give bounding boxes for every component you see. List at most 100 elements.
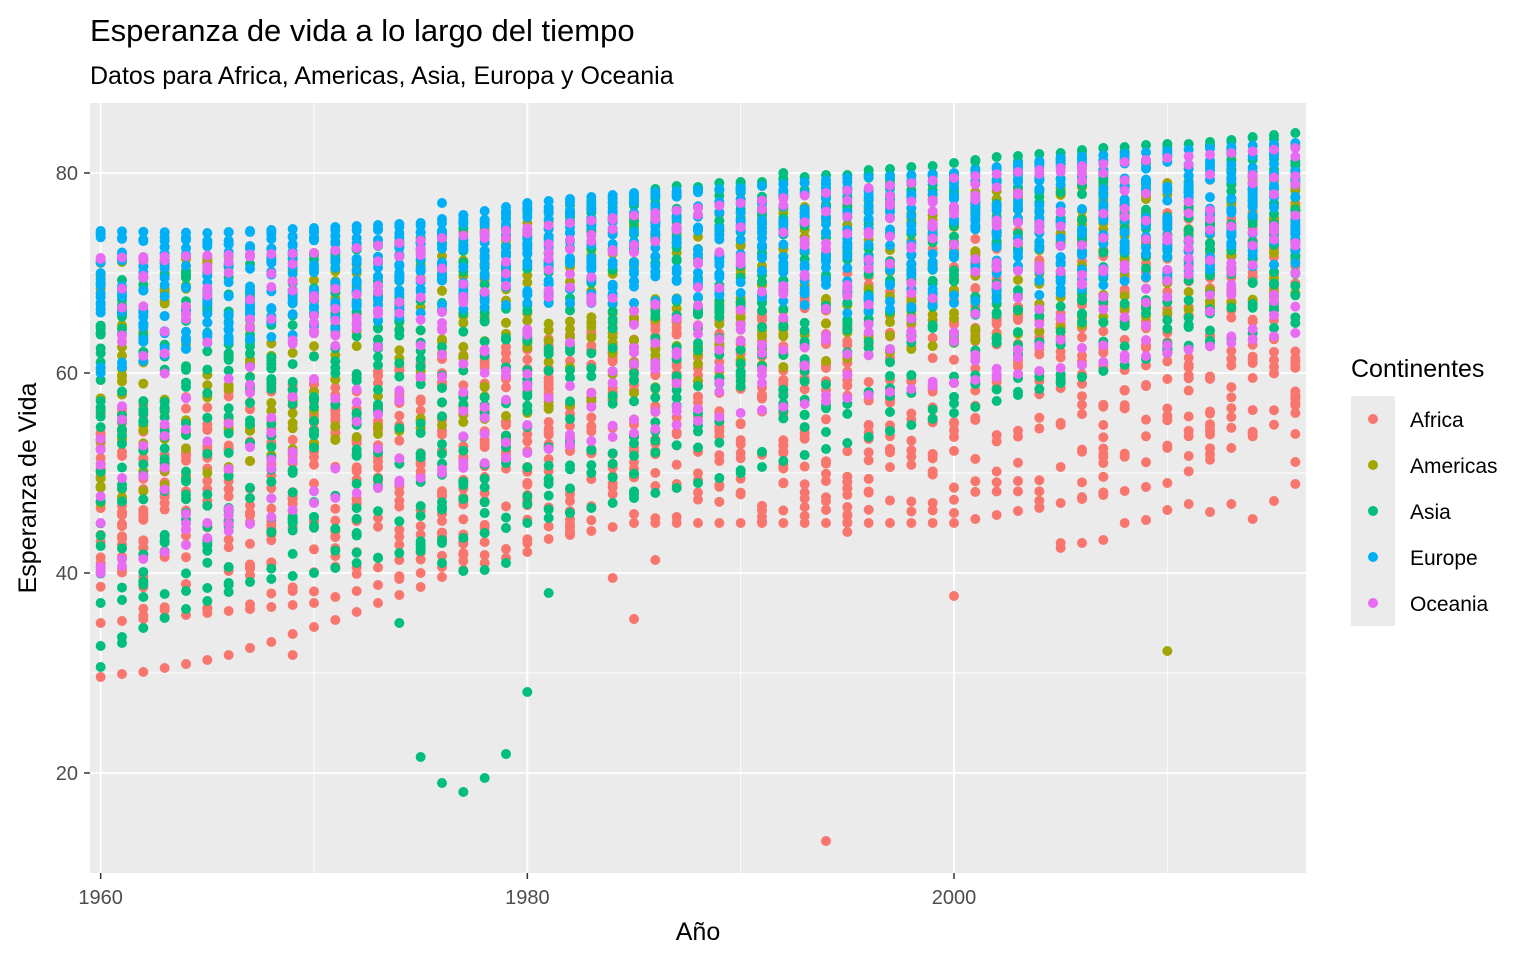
- data-point: [991, 257, 1002, 268]
- data-point: [693, 308, 703, 319]
- data-point: [138, 236, 149, 247]
- data-point: [735, 358, 746, 369]
- data-point: [330, 503, 341, 514]
- data-point: [885, 344, 895, 355]
- data-point: [159, 251, 170, 262]
- data-point: [287, 335, 298, 346]
- data-point: [394, 524, 405, 535]
- data-point: [287, 285, 298, 296]
- data-point: [586, 401, 597, 412]
- data-point: [863, 213, 874, 224]
- data-point: [1141, 482, 1151, 492]
- data-point: [991, 477, 1002, 488]
- data-point: [650, 267, 661, 278]
- data-point: [159, 348, 170, 359]
- data-point: [863, 194, 874, 205]
- data-point: [223, 373, 234, 384]
- data-point: [1226, 499, 1237, 509]
- data-point: [266, 249, 277, 259]
- data-point: [181, 604, 191, 614]
- data-point: [757, 339, 767, 350]
- data-point: [394, 358, 405, 369]
- data-point: [586, 340, 597, 351]
- data-point: [693, 185, 703, 195]
- data-point: [970, 363, 981, 374]
- data-point: [245, 442, 255, 453]
- data-point: [522, 547, 533, 557]
- data-point: [266, 463, 277, 474]
- data-point: [330, 303, 341, 314]
- data-point: [1141, 215, 1151, 226]
- data-point: [821, 476, 831, 487]
- data-point: [586, 317, 597, 328]
- data-point: [437, 429, 447, 440]
- data-point: [1247, 210, 1258, 221]
- data-point: [501, 366, 511, 377]
- data-point: [1162, 373, 1173, 384]
- data-point: [522, 212, 533, 223]
- data-point: [1290, 318, 1301, 328]
- data-point: [1119, 298, 1130, 309]
- data-point: [842, 438, 853, 448]
- data-point: [1119, 320, 1130, 331]
- data-point: [223, 310, 234, 321]
- data-point: [1247, 302, 1258, 313]
- data-point: [1119, 518, 1130, 528]
- data-point: [309, 248, 319, 258]
- data-point: [778, 239, 789, 250]
- data-point: [1162, 340, 1173, 351]
- data-point: [714, 344, 725, 355]
- data-point: [522, 388, 533, 399]
- data-point: [309, 260, 319, 271]
- data-point: [1290, 171, 1301, 182]
- data-point: [373, 483, 383, 493]
- data-point: [117, 430, 127, 441]
- data-point: [95, 672, 106, 682]
- data-point: [1205, 192, 1215, 203]
- data-point: [309, 478, 319, 489]
- data-point: [650, 208, 661, 218]
- data-point: [309, 275, 319, 286]
- data-point: [1098, 266, 1109, 277]
- data-point: [117, 669, 127, 679]
- data-point: [159, 412, 170, 423]
- data-point: [906, 203, 917, 214]
- data-point: [95, 618, 106, 628]
- data-point: [906, 445, 917, 456]
- data-point: [1077, 278, 1087, 289]
- data-point: [1162, 646, 1173, 656]
- data-point: [586, 515, 597, 526]
- data-point: [671, 440, 682, 451]
- data-point: [607, 366, 618, 377]
- data-point: [394, 590, 405, 600]
- data-point: [885, 407, 895, 418]
- data-point: [266, 574, 277, 584]
- data-point: [1290, 280, 1301, 291]
- data-point: [671, 385, 682, 396]
- data-point: [415, 427, 426, 438]
- data-point: [1098, 340, 1109, 351]
- data-point: [309, 586, 319, 597]
- data-point: [586, 230, 597, 241]
- data-point: [885, 518, 895, 528]
- data-point: [1226, 231, 1237, 242]
- data-point: [117, 473, 127, 484]
- data-point: [863, 350, 874, 361]
- data-point: [373, 421, 383, 432]
- data-point: [863, 447, 874, 458]
- data-point: [1247, 146, 1258, 157]
- data-point: [1183, 466, 1194, 477]
- data-point: [949, 231, 959, 242]
- data-point: [1290, 301, 1301, 312]
- data-point: [1162, 403, 1173, 414]
- data-point: [1290, 151, 1301, 162]
- data-point: [1098, 326, 1109, 337]
- data-point: [778, 456, 789, 466]
- data-point: [287, 525, 298, 536]
- data-point: [458, 463, 469, 473]
- data-point: [309, 317, 319, 328]
- data-point: [1247, 132, 1258, 142]
- data-point: [437, 778, 447, 788]
- data-point: [1226, 148, 1237, 158]
- data-point: [437, 468, 447, 478]
